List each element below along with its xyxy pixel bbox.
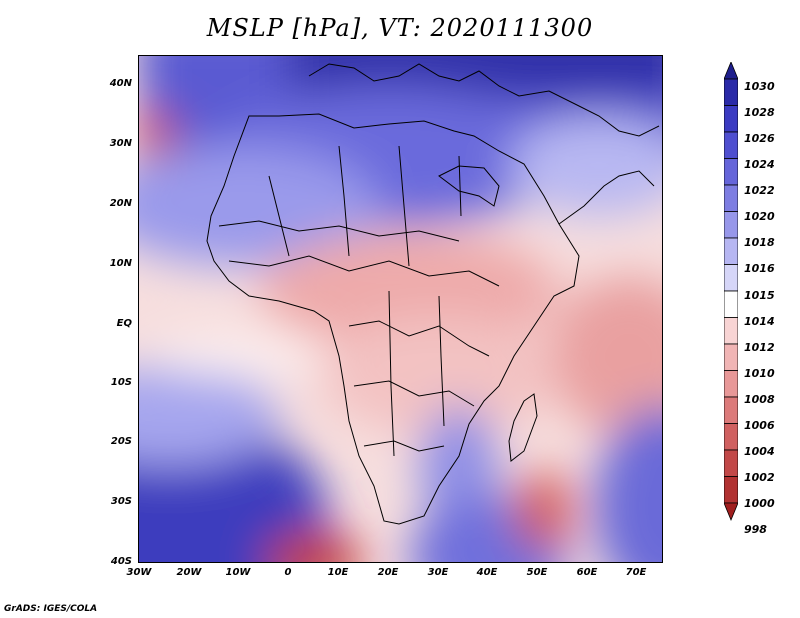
colorbar-cell — [724, 184, 738, 212]
lat-label-30s: 30S — [110, 496, 132, 507]
colorbar-label-1022: 1022 — [744, 184, 775, 197]
colorbar-cell — [724, 423, 738, 451]
lat-label-20s: 20S — [110, 436, 132, 447]
map-title: MSLP [hPa], VT: 2020111300 — [206, 14, 594, 42]
colorbar-cell — [724, 105, 738, 133]
lon-label-30e: 30E — [427, 567, 449, 578]
lon-label-10w: 10W — [225, 567, 251, 578]
mslp-field — [139, 56, 662, 562]
lon-label-20w: 20W — [176, 567, 202, 578]
lat-label-20n: 20N — [109, 198, 132, 209]
colorbar-cell — [724, 264, 738, 292]
lat-label-40s: 40S — [110, 556, 132, 567]
colorbar-label-1010: 1010 — [744, 367, 775, 380]
colorbar-label-1018: 1018 — [744, 236, 775, 249]
lon-label-30w: 30W — [126, 567, 152, 578]
lon-label-20e: 20E — [377, 567, 399, 578]
colorbar-label-1000: 1000 — [744, 497, 775, 510]
lon-label-40e: 40E — [476, 567, 498, 578]
colorbar-label-1006: 1006 — [744, 419, 775, 432]
colorbar-label-1030: 1030 — [744, 80, 775, 93]
colorbar-cells — [724, 62, 738, 522]
colorbar-label-1015: 1015 — [744, 289, 775, 302]
colorbar-cell — [724, 78, 738, 106]
colorbar-label-1016: 1016 — [744, 262, 775, 275]
mslp-map-panel — [138, 55, 663, 563]
colorbar-cell — [724, 370, 738, 398]
colorbar-cell — [724, 317, 738, 345]
lat-label-10n: 10N — [109, 258, 132, 269]
lat-label-10s: 10S — [110, 377, 132, 388]
colorbar-label-1024: 1024 — [744, 158, 775, 171]
colorbar-label-1020: 1020 — [744, 210, 775, 223]
lon-label-50e: 50E — [526, 567, 548, 578]
colorbar-label-1026: 1026 — [744, 132, 775, 145]
lat-label-30n: 30N — [109, 138, 132, 149]
colorbar-label-998: 998 — [744, 523, 767, 536]
colorbar-cell — [724, 290, 738, 318]
lon-label-60e: 60E — [576, 567, 598, 578]
colorbar-cell — [724, 131, 738, 159]
lat-label-eq: EQ — [116, 318, 132, 329]
lon-label-70e: 70E — [625, 567, 647, 578]
colorbar-cell — [724, 396, 738, 424]
colorbar-cell — [724, 158, 738, 186]
colorbar-label-1014: 1014 — [744, 315, 775, 328]
colorbar-label-1008: 1008 — [744, 393, 775, 406]
colorbar-label-1004: 1004 — [744, 445, 775, 458]
coastlines — [206, 63, 660, 525]
colorbar — [724, 62, 738, 522]
lon-label-0: 0 — [284, 567, 292, 578]
colorbar-label-1002: 1002 — [744, 471, 775, 484]
pressure-blobs — [139, 56, 662, 562]
colorbar-cell — [724, 211, 738, 239]
colorbar-bottom-arrow — [724, 502, 738, 522]
colorbar-cell — [724, 343, 738, 371]
colorbar-label-1028: 1028 — [744, 106, 775, 119]
colorbar-label-1012: 1012 — [744, 341, 775, 354]
lat-label-40n: 40N — [109, 78, 132, 89]
colorbar-cell — [724, 476, 738, 504]
colorbar-cell — [724, 449, 738, 477]
lon-label-10e: 10E — [327, 567, 349, 578]
grads-credit: GrADS: IGES/COLA — [4, 604, 98, 614]
colorbar-top-arrow — [724, 62, 738, 80]
colorbar-cell — [724, 237, 738, 265]
